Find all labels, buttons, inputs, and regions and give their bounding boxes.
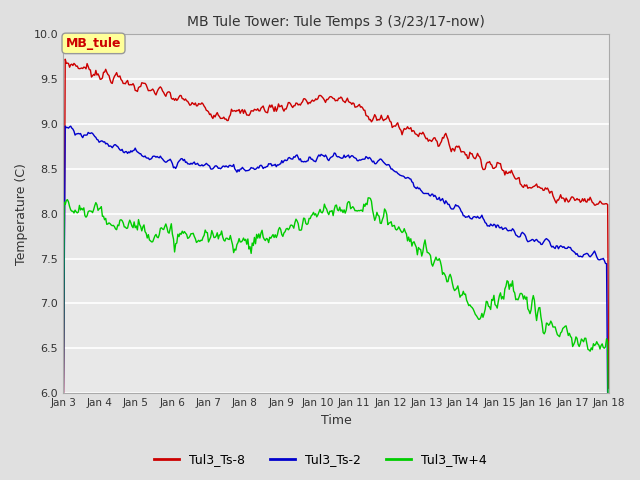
Y-axis label: Temperature (C): Temperature (C) xyxy=(15,163,28,264)
Text: MB_tule: MB_tule xyxy=(66,37,121,50)
Legend: Tul3_Ts-8, Tul3_Ts-2, Tul3_Tw+4: Tul3_Ts-8, Tul3_Ts-2, Tul3_Tw+4 xyxy=(148,448,492,471)
X-axis label: Time: Time xyxy=(321,414,351,427)
Title: MB Tule Tower: Tule Temps 3 (3/23/17-now): MB Tule Tower: Tule Temps 3 (3/23/17-now… xyxy=(187,15,485,29)
